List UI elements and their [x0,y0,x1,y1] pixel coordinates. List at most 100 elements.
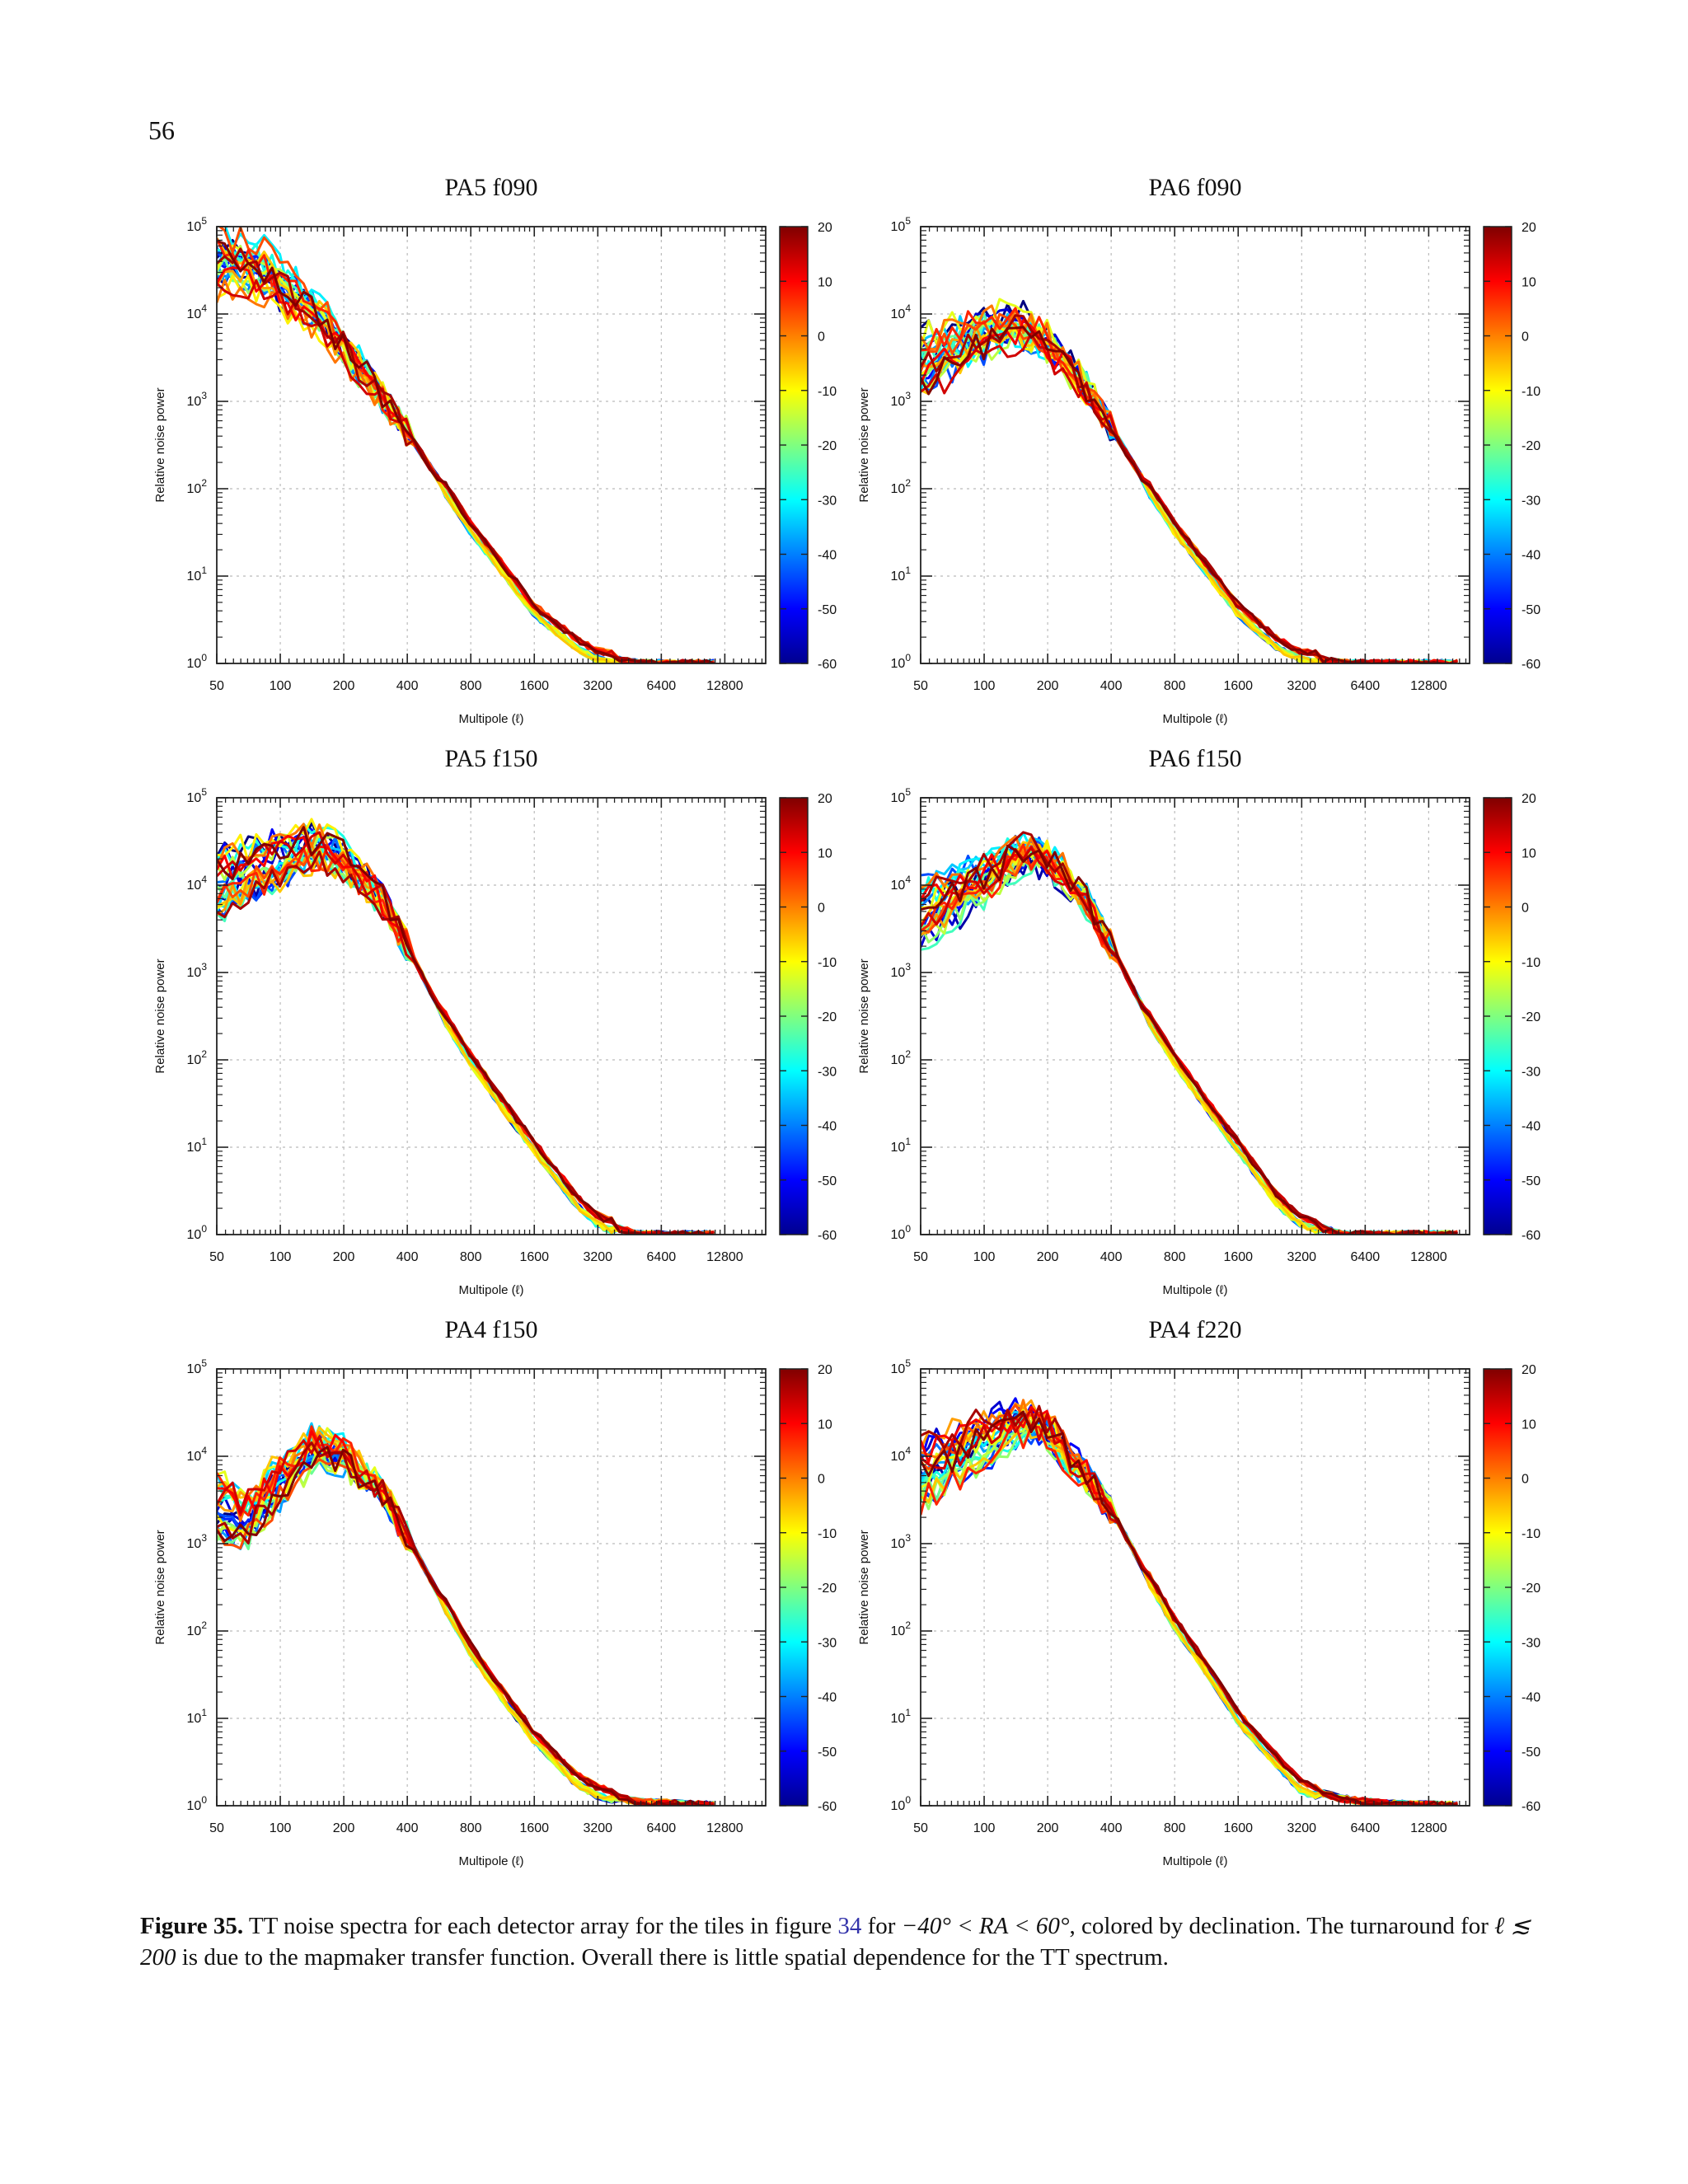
spectrum-line [921,836,1458,1235]
y-axis-label: Relative noise power [857,958,871,1073]
x-tick-label: 12800 [706,1821,743,1835]
x-tick-label: 400 [1100,1250,1123,1264]
spectrum-line [921,1406,1459,1806]
colorbar-tick-label: 10 [818,1418,832,1432]
x-tick-label: 400 [1100,679,1123,693]
spectrum-line [217,279,715,663]
colorbar-tick-label: -40 [818,1120,837,1134]
colorbar-tick-label: -60 [1522,1229,1540,1243]
spectrum-line [217,821,715,1235]
plot-frame [920,1368,1470,1807]
colorbar-tick-label: -50 [1522,1174,1540,1188]
y-tick-label: 101 [187,565,208,583]
x-tick-label: 800 [460,1250,482,1264]
spectrum-line [921,848,1458,1235]
y-tick-label: 103 [187,390,208,409]
colorbar-tick-label: -20 [818,1010,837,1024]
spectrum-line [921,327,1458,663]
colorbar-tick-label: 20 [1522,792,1536,806]
spectrum-line [217,260,715,663]
x-tick-label: 50 [209,1821,224,1835]
y-axis-label: Relative noise power [153,1530,167,1644]
spectrum-line [921,1420,1459,1806]
y-tick-label: 102 [187,477,208,496]
colorbar-tick-label: -60 [818,658,837,672]
x-axis-label: Multipole (ℓ) [1162,712,1227,726]
spectra-lines [217,1422,715,1806]
spectrum-line [217,836,715,1235]
spectrum-line [217,1441,715,1806]
spectrum-line [217,274,715,663]
colorbar-tick-label: -20 [818,439,837,453]
y-tick-label: 103 [891,1532,912,1551]
colorbar-tick-label: -40 [1522,1691,1540,1705]
colorbar: 20 10 0 -10 -20 -30 -40 -50 -60 [1483,1363,1540,1814]
spectra-lines [217,227,715,663]
x-tick-label: 200 [1037,1821,1059,1835]
x-tick-label: 1600 [1223,1250,1253,1264]
y-tick-label: 101 [187,1136,208,1155]
x-tick-label: 50 [913,679,928,693]
colorbar-tick-label: -30 [1522,494,1540,508]
colorbar-tick-label: 20 [1522,1363,1536,1377]
spectrum-line [217,268,715,663]
spectrum-line [921,842,1458,1235]
spectrum-line [921,298,1458,663]
colorbar-tick-label: -60 [1522,1800,1540,1814]
spectrum-line [217,843,715,1235]
y-tick-label: 105 [891,215,912,234]
colorbar-tick-label: -30 [818,494,837,508]
colorbar-tick-label: -40 [818,549,837,563]
figure-caption: Figure 35. TT noise spectra for each det… [140,1910,1551,1973]
x-tick-label: 400 [396,679,419,693]
y-axis-label: Relative noise power [153,958,167,1073]
colorbar-tick-label: -50 [818,603,837,617]
spectrum-line [921,843,1458,1235]
x-tick-label: 6400 [1351,679,1381,693]
colorbar-tick-label: -50 [1522,603,1540,617]
colorbar-tick-label: -10 [1522,1527,1540,1541]
spectrum-line [921,1399,1458,1806]
spectrum-line [921,1410,1458,1806]
spectrum-line [921,838,1458,1235]
y-tick-label: 104 [891,302,912,321]
spectrum-line [217,831,715,1235]
colorbar-tick-label: -20 [1522,1010,1540,1024]
x-tick-label: 100 [973,1250,996,1264]
spectrum-line [921,851,1458,1235]
x-tick-label: 6400 [647,1821,677,1835]
x-tick-label: 100 [973,1821,996,1835]
colorbar-tick-label: -60 [1522,658,1540,672]
x-tick-label: 100 [270,1250,292,1264]
colorbar-tick-label: -50 [1522,1746,1540,1760]
spectrum-line [217,265,715,663]
caption-figure-link[interactable]: 34 [837,1913,862,1939]
y-tick-label: 100 [891,652,912,671]
spectrum-line [921,1413,1458,1806]
x-tick-label: 100 [973,679,996,693]
spectrum-line [921,1413,1458,1806]
spectrum-line [217,823,715,1235]
colorbar-tick-label: 0 [818,330,825,344]
y-tick-label: 101 [891,1136,912,1155]
y-axis-label: Relative noise power [857,387,871,502]
plot-frame [216,1368,767,1807]
spectrum-line [921,846,1458,1235]
spectrum-line [217,844,715,1235]
spectrum-line [921,319,1458,663]
chart-title: PA6 f150 [1148,745,1241,772]
x-tick-label: 3200 [583,1250,612,1264]
page-number: 56 [148,115,175,145]
colorbar: 20 10 0 -10 -20 -30 -40 -50 -60 [779,792,837,1243]
x-tick-label: 200 [333,1250,355,1264]
colorbar-tick-label: -30 [1522,1636,1540,1650]
caption-text-a: TT noise spectra for each detector array… [248,1913,832,1939]
spectrum-line [921,314,1458,663]
colorbar-tick-label: 0 [1522,902,1529,916]
spectrum-line [921,847,1458,1235]
y-axis-label: Relative noise power [153,387,167,502]
y-tick-label: 103 [891,390,912,409]
colorbar-tick-label: -30 [1522,1065,1540,1079]
